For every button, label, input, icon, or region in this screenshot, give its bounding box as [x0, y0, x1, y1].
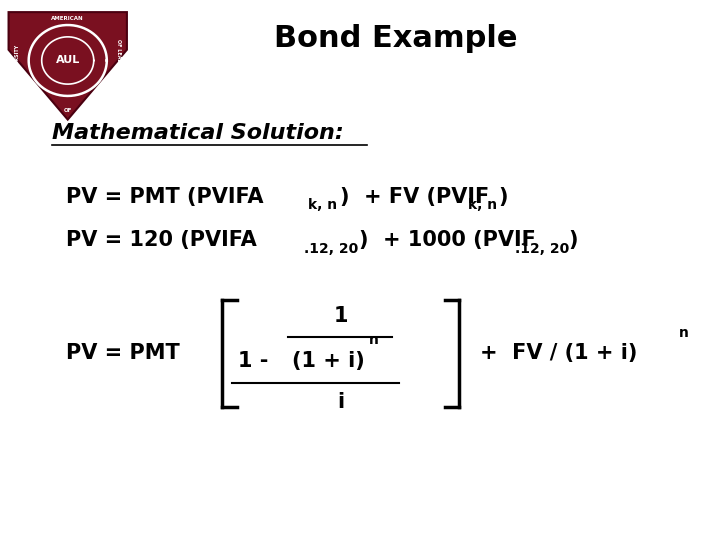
Polygon shape: [9, 12, 127, 119]
Text: )  + 1000 (PVIF: ) + 1000 (PVIF: [359, 231, 536, 251]
Text: OF: OF: [63, 109, 72, 113]
Text: 1 -: 1 -: [238, 352, 269, 372]
Text: UNIVERSITY: UNIVERSITY: [14, 44, 19, 77]
Text: k, n: k, n: [307, 198, 337, 212]
Text: (1 + i): (1 + i): [292, 352, 364, 372]
Text: i: i: [337, 392, 344, 411]
Text: AMERICAN: AMERICAN: [51, 16, 84, 21]
Text: Bond Example: Bond Example: [274, 24, 518, 53]
Text: .12, 20: .12, 20: [515, 242, 570, 256]
Text: 1: 1: [333, 306, 348, 326]
Text: OF LEADERSHIP: OF LEADERSHIP: [116, 38, 121, 83]
Text: PV = PMT (PVIFA: PV = PMT (PVIFA: [66, 187, 264, 207]
Text: n: n: [369, 333, 379, 347]
Text: PV = 120 (PVIFA: PV = 120 (PVIFA: [66, 231, 257, 251]
Text: AUL: AUL: [55, 56, 80, 65]
Text: +  FV / (1 + i): + FV / (1 + i): [480, 343, 638, 363]
Text: .12, 20: .12, 20: [304, 242, 359, 256]
Text: n: n: [679, 326, 689, 340]
Text: Mathematical Solution:: Mathematical Solution:: [52, 123, 343, 143]
Text: ): ): [568, 231, 577, 251]
Text: ): ): [498, 187, 508, 207]
Text: )  + FV (PVIF: ) + FV (PVIF: [340, 187, 489, 207]
Text: k, n: k, n: [467, 198, 497, 212]
Text: PV = PMT: PV = PMT: [66, 343, 180, 363]
